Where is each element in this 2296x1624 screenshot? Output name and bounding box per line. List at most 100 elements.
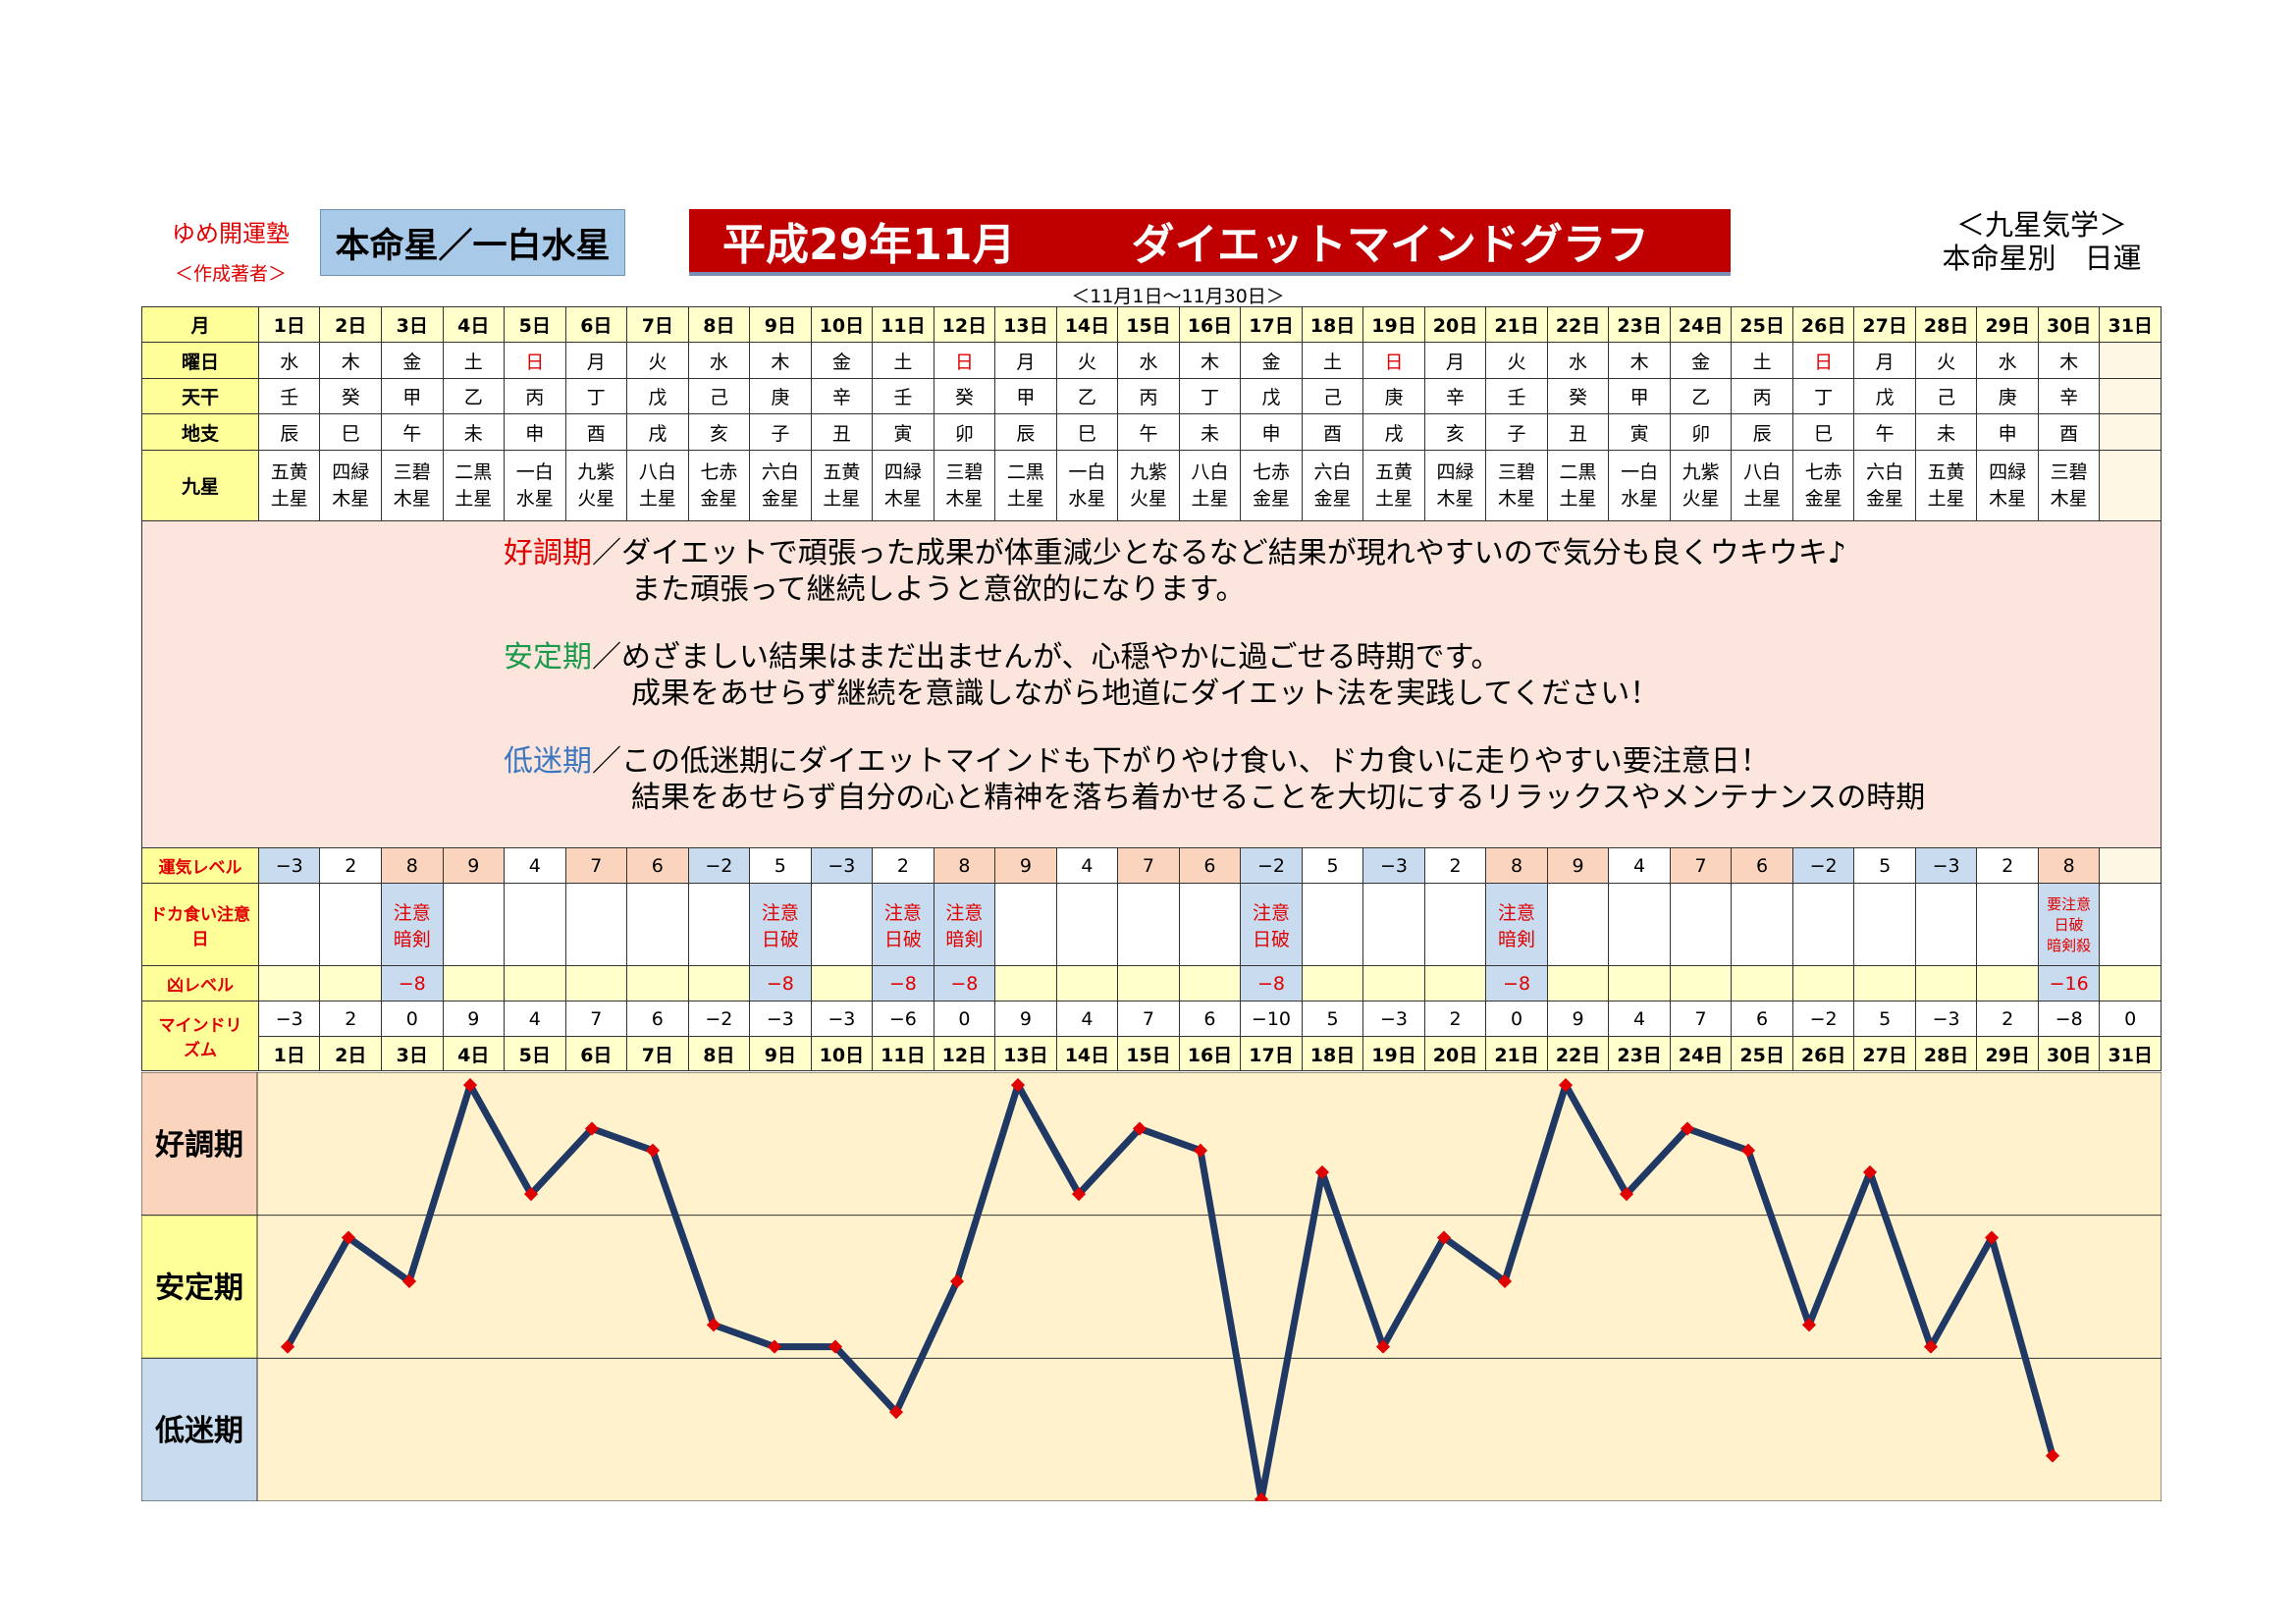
day-cell-bottom-24: 24日 <box>1669 1036 1733 1071</box>
chishi-cell-12: 卯 <box>933 413 996 451</box>
data-point <box>767 1339 782 1354</box>
school-label: ＜九星気学＞ 本命星別 日運 <box>1865 208 2218 275</box>
kyusei-top: 六白 <box>1313 460 1352 483</box>
weekday-cell-13: 月 <box>994 342 1057 379</box>
kyusei-bottom: 土星 <box>638 487 676 510</box>
kyusei-top: 一白 <box>1068 460 1106 483</box>
unki-cell-6: 7 <box>564 847 628 884</box>
mind-cell-3: 0 <box>381 1001 444 1037</box>
kyo-cell-7 <box>626 965 689 1001</box>
day-cell-30: 30日 <box>2037 306 2101 343</box>
doka-text: 日破 <box>761 928 799 950</box>
day-cell-bottom-12: 12日 <box>933 1036 996 1071</box>
weekday-cell-31 <box>2099 342 2162 379</box>
row-label-month: 月 <box>141 306 259 343</box>
tenkan-cell-9: 庚 <box>749 378 812 414</box>
weekday-cell-2: 木 <box>319 342 382 379</box>
mind-cell-23: 4 <box>1608 1001 1671 1037</box>
doka-text: 注意 <box>761 901 799 924</box>
chishi-cell-8: 亥 <box>687 413 751 451</box>
mind-rhythm-line <box>284 1081 2056 1501</box>
kyusei-cell-18: 六白 金星 <box>1301 450 1364 521</box>
kyo-cell-6 <box>564 965 628 1001</box>
doka-cell-14 <box>1055 883 1119 966</box>
kyusei-top: 三碧 <box>2050 460 2088 483</box>
mind-cell-16: 6 <box>1178 1001 1242 1037</box>
chishi-cell-15: 午 <box>1117 413 1180 451</box>
unki-cell-26: −2 <box>1791 847 1855 884</box>
weekday-cell-11: 土 <box>872 342 934 379</box>
doka-cell-11: 注意 日破 <box>872 883 934 966</box>
kyo-cell-9: −8 <box>749 965 812 1001</box>
kyusei-bottom: 木星 <box>1498 487 1536 510</box>
kyusei-cell-16: 八白 土星 <box>1178 450 1242 521</box>
chishi-cell-16: 未 <box>1178 413 1242 451</box>
day-cell-bottom-6: 6日 <box>564 1036 628 1071</box>
doka-cell-10 <box>810 883 874 966</box>
kyusei-bottom: 土星 <box>454 487 493 510</box>
day-cell-20: 20日 <box>1423 306 1487 343</box>
kyusei-bottom: 土星 <box>823 487 861 510</box>
kyusei-cell-31 <box>2099 450 2162 521</box>
data-point <box>1254 1491 1269 1501</box>
day-cell-24: 24日 <box>1669 306 1733 343</box>
kyo-cell-23 <box>1608 965 1671 1001</box>
mind-cell-4: 9 <box>442 1001 506 1037</box>
mind-cell-8: −2 <box>687 1001 751 1037</box>
day-cell-bottom-11: 11日 <box>872 1036 934 1071</box>
kyusei-cell-3: 三碧 木星 <box>381 450 444 521</box>
kyusei-top: 二黒 <box>1559 460 1597 483</box>
doka-cell-12: 注意 暗剣 <box>933 883 996 966</box>
kyo-cell-27 <box>1853 965 1916 1001</box>
data-point <box>706 1318 721 1332</box>
tenkan-cell-12: 癸 <box>933 378 996 414</box>
desc-good-line1: ／ダイエットで頑張った成果が体重減少となるなど結果が現れやすいので気分も良くウキ… <box>592 536 1846 570</box>
mind-cell-14: 4 <box>1055 1001 1119 1037</box>
data-point <box>949 1273 965 1289</box>
kyusei-cell-7: 八白 土星 <box>626 450 689 521</box>
tenkan-cell-15: 丙 <box>1117 378 1180 414</box>
weekday-cell-8: 水 <box>687 342 751 379</box>
weekday-cell-19: 日 <box>1362 342 1425 379</box>
unki-cell-20: 2 <box>1423 847 1487 884</box>
weekday-cell-20: 月 <box>1423 342 1487 379</box>
day-cell-18: 18日 <box>1301 306 1364 343</box>
doka-text: 暗剣 <box>945 928 984 950</box>
day-cell-bottom-7: 7日 <box>626 1036 689 1071</box>
day-cell-bottom-4: 4日 <box>442 1036 506 1071</box>
row-label-mind: マインドリズム <box>141 1001 259 1071</box>
day-cell-23: 23日 <box>1608 306 1671 343</box>
weekday-cell-10: 金 <box>810 342 874 379</box>
kyusei-top: 七赤 <box>1804 460 1842 483</box>
day-cell-29: 29日 <box>1976 306 2039 343</box>
doka-cell-8 <box>687 883 751 966</box>
day-cell-1: 1日 <box>257 306 321 343</box>
tenkan-cell-25: 丙 <box>1731 378 1793 414</box>
chishi-cell-17: 申 <box>1240 413 1303 451</box>
doka-cell-5 <box>504 883 566 966</box>
kyo-cell-11: −8 <box>872 965 934 1001</box>
day-cell-bottom-29: 29日 <box>1976 1036 2039 1071</box>
kyusei-top: 九紫 <box>577 460 615 483</box>
weekday-cell-14: 火 <box>1055 342 1119 379</box>
kyusei-cell-2: 四緑 木星 <box>319 450 382 521</box>
chishi-cell-26: 巳 <box>1791 413 1855 451</box>
day-cell-bottom-15: 15日 <box>1117 1036 1180 1071</box>
row-label-weekday: 曜日 <box>141 342 259 379</box>
mind-cell-1: −3 <box>257 1001 321 1037</box>
desc-low-tag: 低迷期 <box>504 744 592 779</box>
unki-cell-25: 6 <box>1731 847 1793 884</box>
weekday-cell-29: 水 <box>1976 342 2039 379</box>
day-cell-19: 19日 <box>1362 306 1425 343</box>
kyusei-bottom: 土星 <box>270 487 308 510</box>
day-cell-16: 16日 <box>1178 306 1242 343</box>
day-cell-bottom-21: 21日 <box>1485 1036 1548 1071</box>
doka-cell-19 <box>1362 883 1425 966</box>
day-cell-bottom-2: 2日 <box>319 1036 382 1071</box>
day-cell-25: 25日 <box>1731 306 1793 343</box>
mind-cell-28: −3 <box>1914 1001 1978 1037</box>
kyusei-bottom: 土星 <box>1375 487 1414 510</box>
unki-cell-5: 4 <box>504 847 566 884</box>
chishi-cell-6: 酉 <box>564 413 628 451</box>
kyusei-cell-11: 四緑 木星 <box>872 450 934 521</box>
